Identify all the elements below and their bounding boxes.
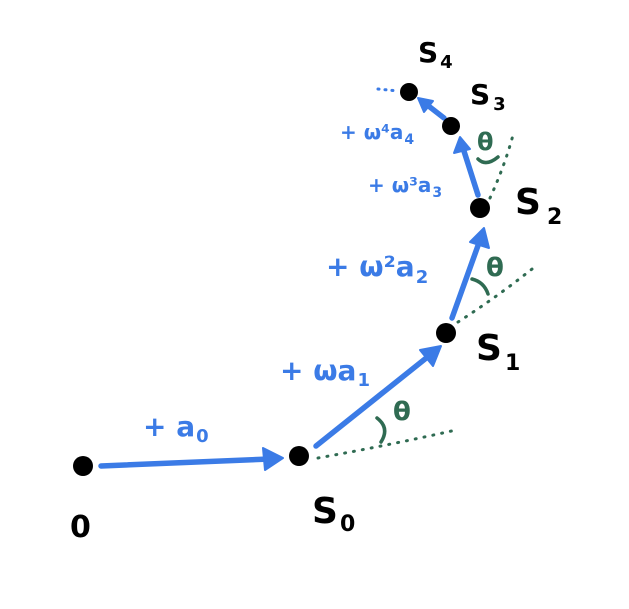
angle-label-s0: θ xyxy=(393,397,411,427)
angle-guide-s2 xyxy=(488,133,515,200)
angle-arc-s1 xyxy=(470,277,490,296)
continuation-dots xyxy=(376,87,400,93)
point-s0 xyxy=(289,446,309,466)
arrow-a1 xyxy=(313,345,442,449)
step-label-a2: + ω²a2 xyxy=(326,250,428,288)
step-label-a1: + ωa1 xyxy=(280,354,370,391)
label-origin: 0 xyxy=(70,510,91,545)
angle-guide-s1 xyxy=(456,263,539,324)
step-label-a3: + ω³a3 xyxy=(368,173,442,201)
arrow-a2 xyxy=(449,227,490,321)
label-s0: S0 xyxy=(312,491,355,537)
angle-label-s1: θ xyxy=(486,253,504,283)
point-s1 xyxy=(436,323,456,343)
step-label-a4: + ω⁴a4 xyxy=(340,120,414,148)
angle-arc-s0 xyxy=(375,416,387,444)
arrow-a0 xyxy=(98,447,284,471)
arrow-a4 xyxy=(417,97,447,121)
arrow-a3 xyxy=(453,136,481,198)
point-s4 xyxy=(400,83,418,101)
angle-arc-s2 xyxy=(476,155,500,165)
point-s3 xyxy=(442,117,460,135)
step-label-a0: + a0 xyxy=(143,410,209,447)
angle-guide-s0 xyxy=(316,428,458,460)
point-s2 xyxy=(470,198,490,218)
point-origin xyxy=(73,456,93,476)
angle-label-s2: θ xyxy=(477,128,494,156)
